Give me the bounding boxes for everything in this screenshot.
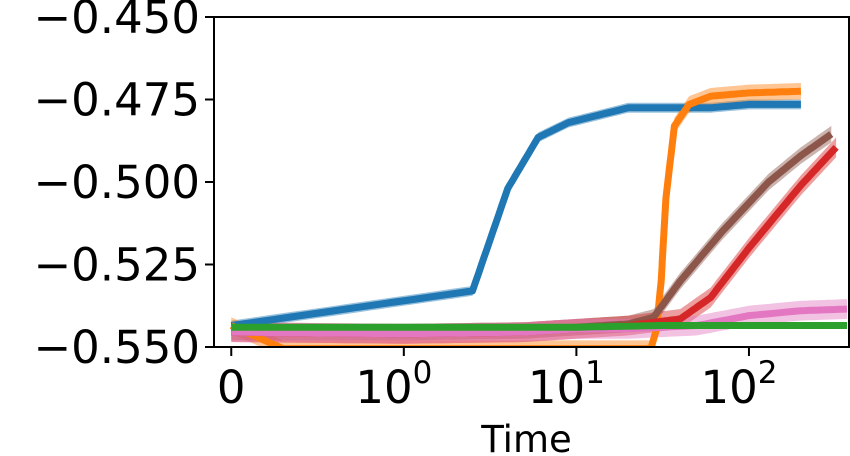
x-axis-label: Time	[480, 418, 572, 456]
series-line	[231, 144, 839, 338]
plot-area-frame	[213, 16, 850, 348]
x-axis: 0 100 101 102	[217, 347, 777, 414]
y-tick-label: −0.450	[33, 0, 200, 44]
series-lines	[229, 87, 848, 347]
y-tick-label: −0.500	[33, 156, 200, 209]
y-tick-label: −0.550	[33, 321, 200, 374]
y-axis: −0.450 −0.475 −0.500 −0.525 −0.550	[33, 0, 214, 374]
series-band	[231, 299, 848, 344]
x-tick-label: 0	[217, 361, 246, 414]
y-tick-label: −0.475	[33, 74, 200, 127]
x-tick-label: 100	[355, 355, 432, 414]
x-tick-label: 102	[700, 355, 777, 414]
series-band	[231, 125, 832, 341]
y-tick-label: −0.525	[33, 239, 200, 292]
series-line	[231, 131, 834, 336]
series-line	[231, 322, 847, 331]
series-line	[230, 100, 801, 329]
x-tick-label: 101	[528, 355, 605, 414]
series-line	[229, 87, 802, 347]
series-band	[231, 137, 837, 344]
